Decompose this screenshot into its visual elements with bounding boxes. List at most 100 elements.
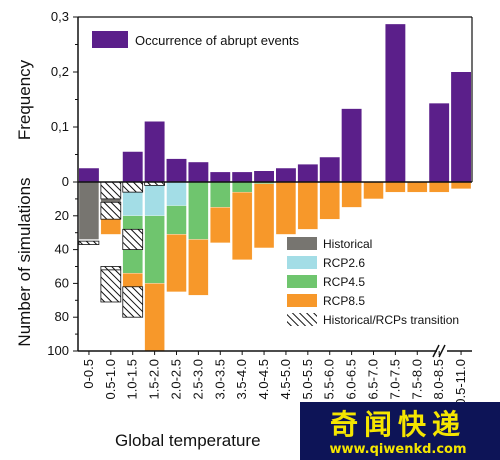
bottom-bar-RCP2.6-2.0-2.5 — [166, 181, 187, 206]
bottom-y-axis-label: Number of simulations — [15, 177, 34, 346]
legend-label-4: Historical/RCPs transition — [323, 313, 459, 327]
legend-swatch-2 — [287, 275, 317, 288]
bottom-bar-RCP8.5-7.5-8.0 — [407, 181, 428, 193]
axes — [77, 16, 473, 358]
top-bar-6.0-6.5 — [341, 108, 362, 182]
legend-swatch-4 — [287, 313, 317, 326]
legend-label-occurrence: Occurrence of abrupt events — [135, 33, 300, 48]
top-ytick-label-0: 0 — [62, 174, 69, 189]
x-tick-label-6.5-7.0: 6.5-7.0 — [366, 359, 381, 399]
legend-swatch-3 — [287, 294, 317, 307]
x-tick-label-3.5-4.0: 3.5-4.0 — [234, 359, 249, 399]
bottom-bar-Historical-0-0.5 — [78, 181, 100, 240]
bottom-bar-RCP8.5-10.5-11.0 — [450, 181, 472, 189]
legend-label-3: RCP8.5 — [323, 294, 365, 308]
x-tick-labels: 0-0.5 0.5-1.0 1.0-1.5 1.5-2.0 2.0-2.5 2.5-3.0… — [81, 359, 468, 413]
top-y-ticks: 0 0,1 0,2 0,3 — [51, 9, 78, 189]
x-tick-label-5.0-5.5: 5.0-5.5 — [300, 359, 315, 399]
x-tick-label-2.0-2.5: 2.0-2.5 — [169, 359, 184, 399]
x-tick-label-3.0-3.5: 3.0-3.5 — [212, 359, 227, 399]
top-ytick-label-2: 0,2 — [51, 64, 69, 79]
transition-segment-7 — [122, 286, 144, 318]
top-bar-2.0-2.5 — [166, 158, 187, 182]
top-bar-7.0-7.5 — [385, 24, 406, 183]
transition-segment-4 — [100, 269, 122, 303]
bottom-bar-RCP2.6-1.5-2.0 — [144, 181, 165, 216]
bottom-bar-RCP8.5-3.5-4.0 — [232, 191, 253, 260]
top-bar-8.0-8.5 — [429, 103, 450, 182]
bottom-legend: Historical RCP2.6 RCP4.5 RCP8.5 Historical/R… — [287, 237, 459, 327]
top-bar-2.5-3.0 — [188, 162, 209, 182]
x-tick-label-0.5-1.0: 0.5-1.0 — [103, 359, 118, 399]
top-bar-1.0-1.5 — [122, 151, 143, 182]
bottom-bar-RCP8.5-6.5-7.0 — [363, 181, 384, 200]
bottom-bar-RCP8.5-5.0-5.5 — [297, 181, 318, 230]
bottom-bar-RCP4.5-3.5-4.0 — [232, 181, 253, 193]
x-tick-label-10.5-11.0: 10.5-11.0 — [453, 359, 468, 413]
transition-segment-1 — [100, 181, 122, 200]
top-bar-3.0-3.5 — [210, 172, 231, 182]
bottom-ytick-label-5: 100 — [47, 343, 69, 358]
top-ytick-label-1: 0,1 — [51, 119, 69, 134]
top-bars — [79, 24, 471, 183]
top-bar-5.0-5.5 — [297, 164, 318, 182]
bottom-ytick-label-1: 20 — [55, 208, 69, 223]
x-tick-label-1.5-2.0: 1.5-2.0 — [147, 359, 162, 399]
bottom-ytick-label-3: 60 — [55, 275, 69, 290]
legend-swatch-1 — [287, 256, 317, 269]
legend-label-0: Historical — [323, 237, 372, 251]
bottom-bar-RCP4.5-2.5-3.0 — [188, 181, 209, 240]
top-bar-1.5-2.0 — [144, 121, 165, 182]
bottom-bar-RCP8.5-1.5-2.0 — [144, 283, 165, 352]
legend-swatch-occurrence — [92, 31, 128, 48]
x-tick-label-7.0-7.5: 7.0-7.5 — [387, 359, 402, 399]
legend-label-2: RCP4.5 — [323, 275, 365, 289]
x-tick-label-1.0-1.5: 1.0-1.5 — [125, 359, 140, 399]
bottom-bar-RCP8.5-4.5-5.0 — [275, 181, 297, 235]
top-bar-3.5-4.0 — [232, 172, 253, 182]
watermark-url: www.qiwenkd.com — [329, 442, 466, 457]
top-bar-10.5-11.0 — [451, 72, 471, 182]
transition-segment-0 — [78, 240, 100, 245]
transition-segment-6 — [122, 228, 144, 251]
x-tick-label-0-0.5: 0-0.5 — [81, 359, 96, 389]
top-bar-0-0.5 — [79, 168, 99, 182]
transition-segment-3 — [100, 266, 122, 271]
bottom-bar-RCP8.5-2.0-2.5 — [166, 234, 187, 292]
transition-segment-2 — [100, 201, 122, 220]
top-y-axis-label: Frequency — [15, 59, 34, 140]
top-ytick-label-3: 0,3 — [51, 9, 69, 24]
watermark: 奇闻快递 www.qiwenkd.com — [300, 402, 500, 460]
bottom-bar-RCP8.5-2.5-3.0 — [188, 239, 209, 296]
top-bar-4.5-5.0 — [276, 168, 296, 182]
bottom-bar-RCP8.5-5.5-6.0 — [319, 181, 340, 220]
top-bar-4.0-4.5 — [254, 171, 274, 182]
bottom-bar-RCP8.5-7.0-7.5 — [385, 181, 406, 193]
transition-segment-5 — [122, 181, 144, 193]
bottom-bar-RCP4.5-2.0-2.5 — [166, 205, 187, 235]
bottom-bars — [78, 181, 472, 352]
x-tick-label-6.0-6.5: 6.0-6.5 — [344, 359, 359, 399]
top-legend: Occurrence of abrupt events — [92, 31, 300, 48]
x-tick-label-8.0-8.5: 8.0-8.5 — [431, 359, 446, 399]
bottom-bar-RCP8.5-8.0-8.5 — [429, 181, 450, 193]
x-tick-label-2.5-3.0: 2.5-3.0 — [190, 359, 205, 399]
x-axis-label: Global temperature — [115, 431, 261, 450]
x-tick-label-4.5-5.0: 4.5-5.0 — [278, 359, 293, 399]
bottom-bar-RCP8.5-6.0-6.5 — [341, 181, 362, 208]
axis-break-mark-1 — [432, 344, 440, 358]
top-bar-5.5-6.0 — [319, 157, 340, 182]
bottom-bar-RCP8.5-4.0-4.5 — [253, 183, 275, 249]
legend-label-1: RCP2.6 — [323, 256, 365, 270]
bottom-ytick-label-2: 40 — [55, 242, 69, 257]
watermark-background — [300, 402, 500, 460]
legend-swatch-0 — [287, 237, 317, 250]
bottom-ytick-label-4: 80 — [55, 309, 69, 324]
x-tick-label-7.5-8.0: 7.5-8.0 — [409, 359, 424, 399]
watermark-title: 奇闻快递 — [330, 408, 466, 441]
x-tick-label-5.5-6.0: 5.5-6.0 — [322, 359, 337, 399]
bottom-bar-RCP8.5-3.0-3.5 — [210, 207, 231, 243]
bottom-y-ticks: 20 40 60 80 100 — [47, 198, 78, 358]
bottom-bar-RCP4.5-3.0-3.5 — [210, 181, 231, 208]
